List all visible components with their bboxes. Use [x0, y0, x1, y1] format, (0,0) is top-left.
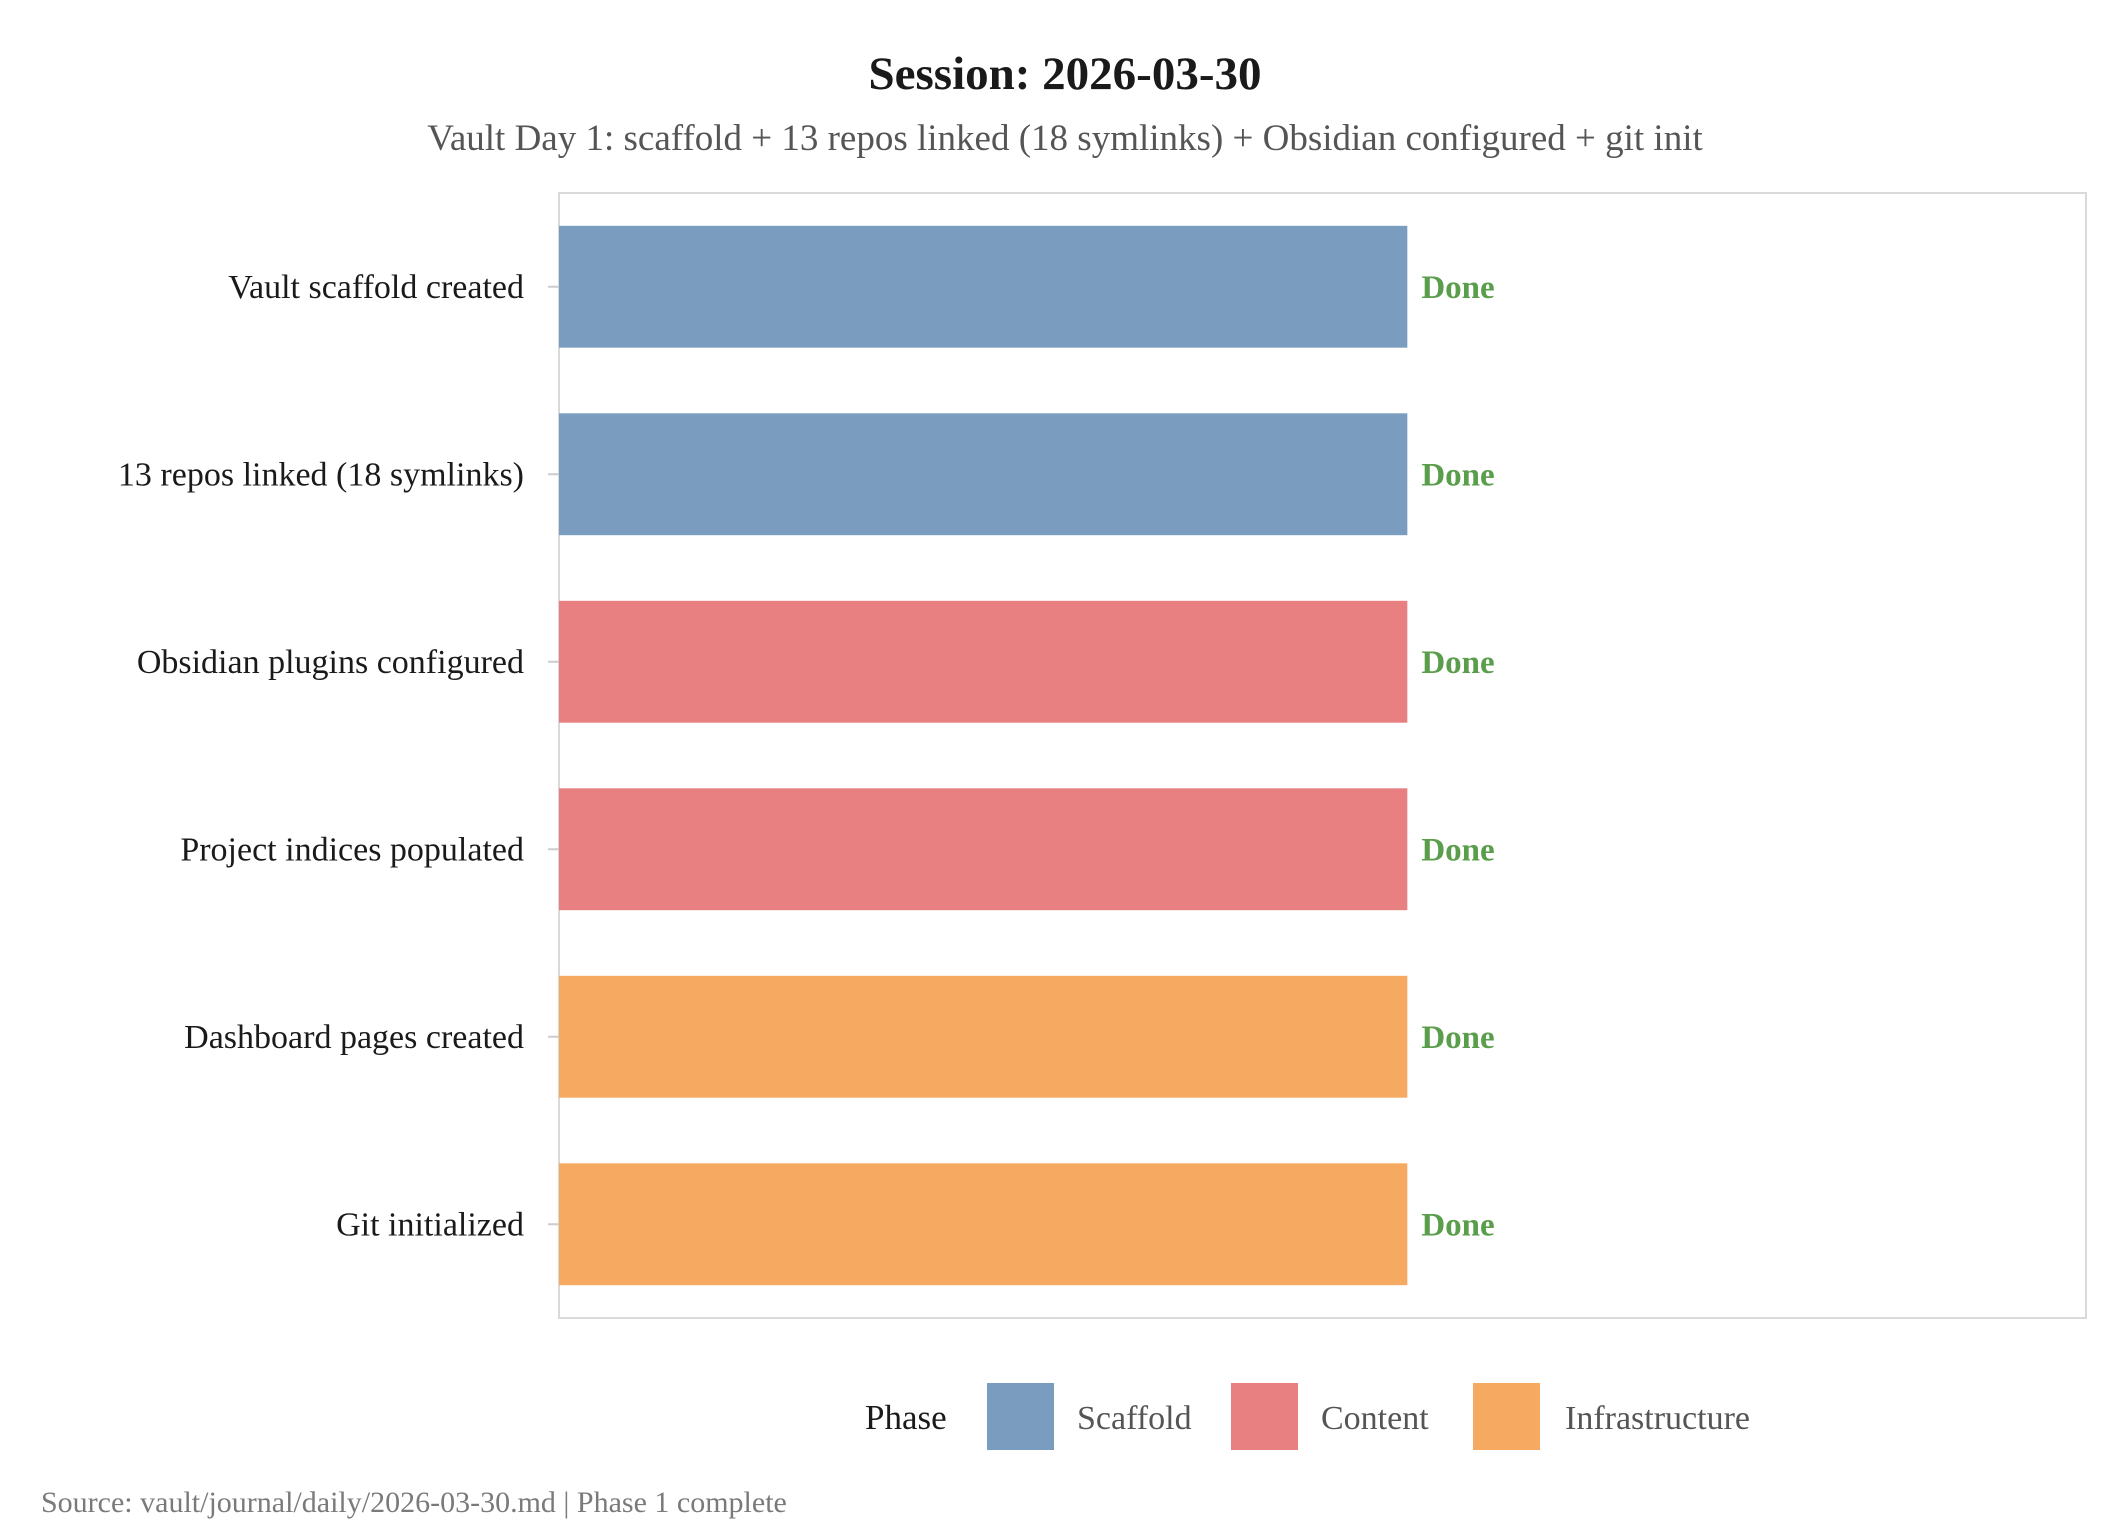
data-label: Done: [1421, 457, 1494, 493]
legend-label: Infrastructure: [1565, 1400, 1750, 1437]
y-tick-label: Dashboard pages created: [184, 1019, 524, 1056]
y-tick-label: Git initialized: [336, 1206, 524, 1243]
data-label: Done: [1421, 832, 1494, 868]
chart-caption: Source: vault/journal/daily/2026-03-30.m…: [41, 1486, 787, 1519]
legend-label: Scaffold: [1077, 1400, 1192, 1437]
legend-title: Phase: [865, 1398, 947, 1437]
legend-swatch: [1473, 1383, 1540, 1450]
plot-panel: [558, 192, 2087, 1319]
bar: [559, 600, 1408, 723]
legend-label: Content: [1321, 1400, 1429, 1437]
bar: [559, 413, 1408, 536]
bar: [559, 225, 1408, 348]
y-tick-label: Vault scaffold created: [228, 269, 524, 306]
data-label: Done: [1421, 1207, 1494, 1243]
legend-swatch: [1231, 1383, 1298, 1450]
y-tick-label: 13 repos linked (18 symlinks): [118, 456, 524, 493]
bar: [559, 788, 1408, 911]
bars-layer: Vault scaffold created Done 13 repos linke…: [118, 225, 1495, 1286]
data-label: Done: [1421, 1020, 1494, 1056]
legend-swatch: [987, 1383, 1054, 1450]
chart-title: Session: 2026-03-30: [869, 48, 1262, 100]
legend: Phase Scaffold Content Infrastructure: [865, 1383, 1750, 1450]
y-tick-label: Obsidian plugins configured: [137, 644, 524, 681]
bar: [559, 975, 1408, 1098]
bar: [559, 1163, 1408, 1286]
data-label: Done: [1421, 270, 1494, 306]
y-tick-label: Project indices populated: [180, 831, 524, 868]
chart-subtitle: Vault Day 1: scaffold + 13 repos linked …: [427, 118, 1703, 159]
data-label: Done: [1421, 645, 1494, 681]
